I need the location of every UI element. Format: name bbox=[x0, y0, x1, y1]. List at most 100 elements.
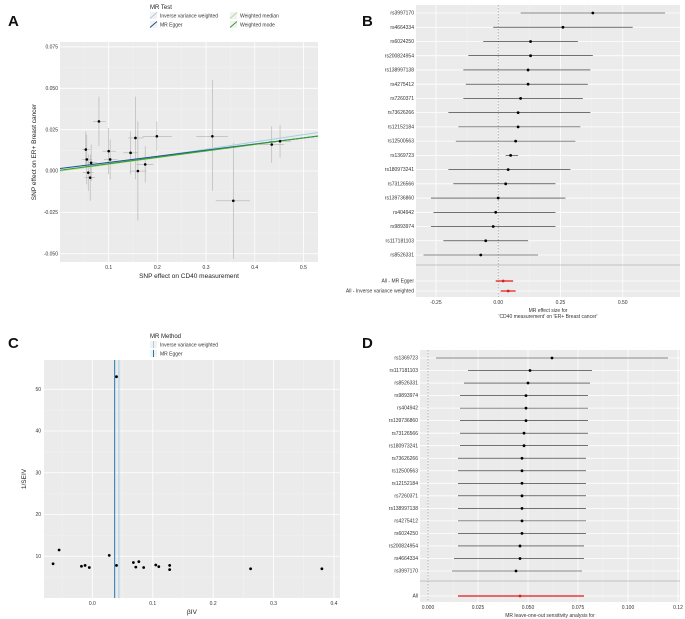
panel-c-funnel: 0.0 0.1 0.2 0.3 0.4 10 20 30 40 50 βIV 1/SEIV MR Met… bbox=[21, 334, 340, 616]
data-point bbox=[57, 548, 61, 552]
x-tick-label: 0.25 bbox=[556, 300, 566, 306]
point-estimate bbox=[522, 431, 526, 435]
snp-row-label: rs117181103 bbox=[386, 238, 415, 244]
panel-b-forest: -0.25 0.00 0.25 0.50 rs3997170 rs4664334 rs602… bbox=[346, 5, 680, 320]
point-estimate bbox=[518, 557, 522, 560]
y-tick-label: 0.075 bbox=[45, 45, 58, 51]
x-axis-title-line1: MR leave-one-out sensitivity analysis fo… bbox=[505, 613, 595, 619]
legend-key-line bbox=[229, 12, 238, 19]
summary-label: All bbox=[412, 594, 418, 600]
point-estimate bbox=[519, 97, 523, 100]
legend-key-line bbox=[149, 21, 158, 28]
snp-row-label: rs8526331 bbox=[394, 381, 418, 387]
snp-row-label: rs138997138 bbox=[389, 506, 418, 512]
point-estimate bbox=[504, 182, 508, 186]
data-point bbox=[278, 139, 282, 143]
snp-row-label: rs200824954 bbox=[385, 53, 414, 59]
x-tick-label: 0.100 bbox=[622, 605, 635, 611]
summary-estimate bbox=[501, 279, 505, 283]
snp-row-label: rs404942 bbox=[397, 406, 418, 412]
point-estimate bbox=[516, 111, 520, 115]
data-point bbox=[85, 158, 89, 161]
point-estimate bbox=[494, 210, 498, 214]
data-point bbox=[168, 564, 172, 567]
point-estimate bbox=[496, 196, 500, 200]
snp-row-label: rs6024250 bbox=[390, 39, 414, 45]
data-point bbox=[211, 134, 214, 138]
point-estimate bbox=[520, 481, 524, 485]
x-tick-label: 0.000 bbox=[422, 605, 435, 611]
snp-row-label: rs6024250 bbox=[394, 531, 418, 537]
point-estimate bbox=[520, 494, 524, 498]
data-point bbox=[107, 554, 111, 557]
point-estimate bbox=[526, 82, 530, 86]
data-point bbox=[143, 163, 147, 166]
data-point bbox=[115, 375, 118, 379]
x-tick-label: 0.4 bbox=[330, 601, 337, 607]
data-point bbox=[134, 565, 138, 569]
snp-row-label: rs4275412 bbox=[390, 82, 414, 88]
point-estimate bbox=[506, 168, 510, 171]
data-point bbox=[83, 564, 87, 567]
plot-area bbox=[416, 5, 680, 297]
point-estimate bbox=[509, 153, 513, 157]
x-tick-label: 0.3 bbox=[203, 265, 210, 271]
data-point bbox=[157, 565, 161, 569]
point-estimate bbox=[514, 569, 518, 573]
x-tick-label: 0.50 bbox=[618, 300, 628, 306]
data-point bbox=[51, 562, 55, 566]
point-estimate bbox=[518, 544, 522, 548]
point-estimate bbox=[520, 519, 524, 523]
point-estimate bbox=[526, 381, 530, 385]
snp-row-label: rs73126566 bbox=[388, 181, 415, 187]
x-axis-title-line1: MR effect size for bbox=[529, 308, 568, 314]
snp-row-label: rs180973241 bbox=[385, 167, 414, 173]
x-tick-label: 0.0 bbox=[89, 601, 96, 607]
snp-row-label: rs1369723 bbox=[394, 356, 418, 362]
snp-row-label: rs4275412 bbox=[394, 518, 418, 524]
y-axis-title: 1/SEIV bbox=[21, 468, 28, 489]
data-point bbox=[97, 120, 101, 123]
y-tick-label: 40 bbox=[35, 429, 41, 435]
y-tick-label: -0.050 bbox=[44, 251, 58, 257]
snp-row-label: rs73626266 bbox=[388, 110, 415, 116]
point-estimate bbox=[550, 356, 554, 360]
plot-area bbox=[44, 360, 340, 598]
x-tick-label: 0.00 bbox=[493, 300, 503, 306]
snp-row-label: rs200824954 bbox=[389, 544, 418, 550]
x-axis-title: βIV bbox=[187, 609, 198, 616]
snp-row-label: rs138997138 bbox=[385, 68, 414, 74]
data-point bbox=[168, 568, 172, 572]
snp-row-label: rs404942 bbox=[393, 210, 414, 216]
snp-row-label: rs139736860 bbox=[385, 196, 414, 202]
point-estimate bbox=[516, 125, 520, 129]
data-point bbox=[142, 566, 146, 569]
x-tick-label: 0.5 bbox=[300, 265, 307, 271]
snp-row-label: rs12152184 bbox=[388, 124, 415, 130]
y-axis-title: SNP effect on ER+ Breast cancer bbox=[31, 103, 38, 200]
data-point bbox=[80, 564, 83, 568]
data-point bbox=[129, 151, 132, 155]
legend-label: MR Egger bbox=[160, 352, 183, 358]
x-tick-label: 0.050 bbox=[522, 605, 535, 611]
data-point bbox=[320, 567, 324, 571]
data-point bbox=[132, 561, 135, 564]
legend-label: Weighted median bbox=[240, 14, 279, 20]
snp-row-label: rs9893974 bbox=[390, 224, 414, 230]
data-point bbox=[137, 560, 141, 564]
panel-label-c: C bbox=[8, 335, 19, 352]
y-tick-label: 0.000 bbox=[45, 169, 58, 175]
data-point bbox=[270, 143, 274, 146]
point-estimate bbox=[529, 54, 532, 58]
data-point bbox=[107, 149, 110, 153]
point-estimate bbox=[479, 253, 483, 257]
data-point bbox=[136, 169, 140, 173]
y-tick-label: 0.050 bbox=[45, 86, 58, 92]
panel-d-leave-one-out: 0.000 0.025 0.050 0.075 0.100 0.12 rs1369723 rs… bbox=[389, 350, 683, 619]
snp-row-label: rs4664334 bbox=[394, 556, 418, 562]
x-tick-label: 0.2 bbox=[210, 601, 217, 607]
summary-label: All - MR Egger bbox=[381, 279, 414, 285]
x-tick-label: 0.075 bbox=[572, 605, 585, 611]
data-point bbox=[87, 566, 91, 569]
